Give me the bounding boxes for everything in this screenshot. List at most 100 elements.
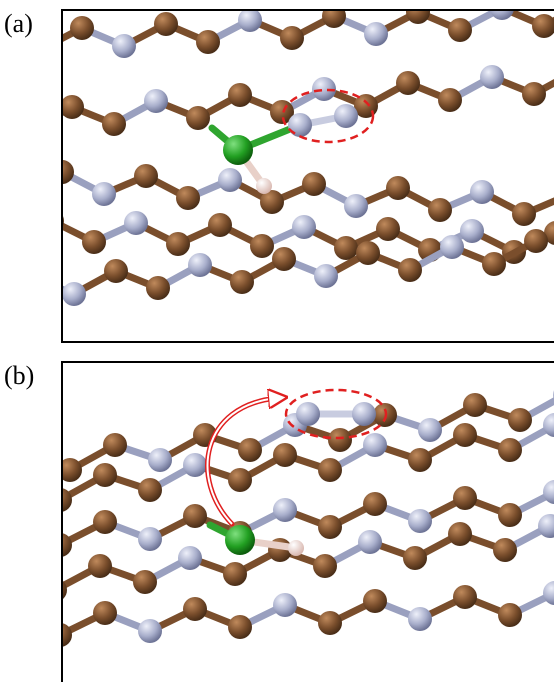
atom	[463, 393, 487, 417]
atom	[62, 282, 86, 306]
atom	[363, 433, 387, 457]
atom	[223, 135, 253, 165]
atom	[166, 232, 190, 256]
atom	[48, 488, 72, 512]
atom	[313, 554, 337, 578]
atom	[460, 219, 484, 243]
atom	[453, 423, 477, 447]
atom	[273, 498, 297, 522]
atom	[318, 611, 342, 635]
panel-b	[43, 383, 554, 647]
atom	[228, 615, 252, 639]
atom	[138, 527, 162, 551]
atom	[20, 265, 44, 289]
bond	[10, 221, 52, 240]
atom	[524, 229, 548, 253]
atom	[28, 38, 52, 62]
atom	[273, 593, 297, 617]
atom	[92, 182, 116, 206]
atom	[40, 209, 64, 233]
atom	[396, 71, 420, 95]
atom	[124, 211, 148, 235]
atom	[493, 538, 517, 562]
atom	[134, 164, 158, 188]
atom	[138, 619, 162, 643]
atom	[250, 234, 274, 258]
atom	[228, 468, 252, 492]
atom	[48, 533, 72, 557]
atom	[403, 546, 427, 570]
atom	[438, 88, 462, 112]
atom	[288, 113, 312, 137]
atom	[512, 202, 536, 226]
panel-label: (a)	[4, 9, 33, 38]
atom	[208, 213, 232, 237]
atom	[133, 570, 157, 594]
atom	[273, 443, 297, 467]
atom	[344, 194, 368, 218]
atom	[183, 597, 207, 621]
atom	[93, 601, 117, 625]
atom	[498, 503, 522, 527]
atom	[408, 509, 432, 533]
atom	[508, 408, 532, 432]
atom	[334, 104, 358, 128]
atom	[363, 492, 387, 516]
atom	[322, 4, 346, 28]
atom	[218, 168, 242, 192]
atom	[448, 18, 472, 42]
atom	[288, 540, 304, 556]
atom	[352, 402, 376, 426]
atom	[428, 198, 452, 222]
atom	[93, 463, 117, 487]
atom	[318, 458, 342, 482]
atom	[398, 258, 422, 282]
atom	[522, 82, 546, 106]
atom	[296, 402, 320, 426]
atom	[0, 288, 2, 312]
atom	[0, 228, 22, 252]
atom	[138, 478, 162, 502]
atom	[43, 578, 67, 602]
atom	[70, 16, 94, 40]
atom	[386, 176, 410, 200]
atom	[238, 438, 262, 462]
atom	[363, 589, 387, 613]
atom	[104, 259, 128, 283]
panel-a	[0, 0, 554, 312]
atom	[318, 515, 342, 539]
atom	[280, 26, 304, 50]
atom	[314, 264, 338, 288]
bond	[0, 277, 32, 300]
atom	[453, 585, 477, 609]
atom	[376, 217, 400, 241]
atom	[144, 89, 168, 113]
atom	[292, 215, 316, 239]
atom	[498, 603, 522, 627]
atom	[103, 433, 127, 457]
atom	[183, 504, 207, 528]
atom	[408, 448, 432, 472]
atom	[148, 448, 172, 472]
figure: (a) (b)	[0, 0, 554, 682]
atom	[406, 0, 430, 24]
atom	[238, 8, 262, 32]
atom	[223, 562, 247, 586]
atom	[178, 546, 202, 570]
atom	[48, 623, 72, 647]
atom	[408, 607, 432, 631]
atom	[272, 247, 296, 271]
atom	[18, 118, 42, 142]
panel-label: (b)	[4, 361, 34, 390]
atom	[176, 186, 200, 210]
atom	[470, 180, 494, 204]
atom	[448, 522, 472, 546]
atom	[358, 530, 382, 554]
atom	[154, 12, 178, 36]
atom	[498, 438, 522, 462]
atom	[102, 112, 126, 136]
atom	[364, 22, 388, 46]
atom	[196, 30, 220, 54]
atom	[418, 418, 442, 442]
atom	[188, 253, 212, 277]
